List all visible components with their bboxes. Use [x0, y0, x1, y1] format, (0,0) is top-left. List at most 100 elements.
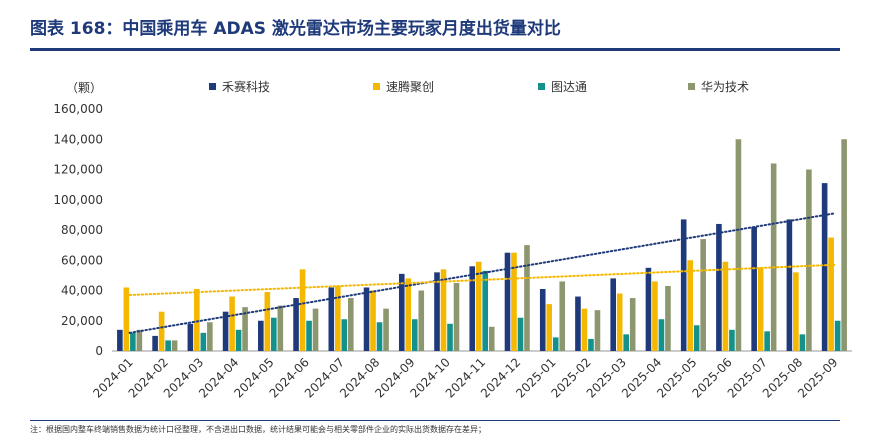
bar-hesai-2024-12 [504, 252, 511, 351]
bar-hesai-2024-10 [434, 272, 440, 351]
bar-seyond-2024-06 [306, 320, 312, 351]
bar-robosense-2025-01 [546, 304, 553, 351]
legend-swatch-seyond [538, 83, 545, 90]
bar-huawei-2024-07 [348, 298, 354, 351]
bar-hesai-2024-01 [117, 329, 123, 351]
bar-huawei-2025-05 [700, 239, 706, 351]
bar-seyond-2024-01 [130, 332, 136, 351]
bar-hesai-2024-04 [222, 311, 229, 351]
bar-seyond-2024-10 [447, 323, 453, 351]
legend-label-robosense: 速腾聚创 [386, 79, 434, 94]
bar-huawei-2025-02 [594, 310, 601, 351]
bar-hesai-2025-03 [610, 278, 616, 351]
bar-huawei-2024-04 [242, 307, 248, 351]
footer-rule [30, 420, 840, 421]
bar-robosense-2024-12 [511, 252, 517, 351]
title-rule [30, 48, 840, 51]
y-tick-label: 160,000 [53, 102, 103, 116]
bar-robosense-2025-08 [793, 272, 799, 351]
bar-hesai-2025-02 [575, 296, 581, 351]
bar-huawei-2024-02 [171, 340, 178, 351]
bar-hesai-2024-11 [469, 266, 476, 351]
bar-robosense-2024-11 [475, 261, 482, 351]
bar-seyond-2024-11 [482, 270, 489, 351]
bar-robosense-2024-01 [123, 287, 130, 351]
bar-robosense-2024-07 [335, 285, 341, 351]
bar-huawei-2024-08 [383, 308, 389, 351]
bar-robosense-2024-02 [158, 311, 165, 351]
legend-label-seyond: 图达通 [551, 80, 587, 94]
bar-robosense-2024-03 [194, 288, 200, 351]
bar-hesai-2024-06 [293, 298, 299, 351]
bar-huawei-2025-07 [770, 163, 777, 351]
bar-huawei-2024-01 [136, 329, 143, 351]
bar-huawei-2025-03 [629, 298, 636, 351]
bar-huawei-2025-01 [559, 281, 566, 351]
bar-huawei-2025-09 [841, 139, 847, 351]
legend-swatch-huawei [688, 83, 695, 90]
y-tick-label: 20,000 [61, 314, 103, 328]
bar-seyond-2025-08 [799, 334, 806, 351]
bar-huawei-2024-09 [418, 290, 425, 351]
y-tick-label: 0 [95, 344, 103, 358]
bar-huawei-2025-06 [735, 139, 742, 351]
bar-seyond-2025-05 [693, 325, 700, 351]
bar-huawei-2024-10 [453, 282, 460, 351]
bar-hesai-2025-05 [680, 219, 687, 351]
bar-huawei-2025-04 [665, 285, 671, 351]
chart: （颗） 0 20,000 40,000 60,000 80,000 100,000 120,0… [53, 79, 852, 401]
bar-robosense-2024-04 [229, 296, 235, 351]
y-tick-label: 80,000 [61, 223, 103, 237]
bar-hesai-2024-09 [398, 273, 405, 351]
bar-seyond-2025-02 [588, 338, 594, 351]
bar-hesai-2025-07 [751, 226, 757, 351]
legend-swatch-robosense [373, 83, 380, 90]
bar-robosense-2025-03 [616, 293, 623, 351]
bar-seyond-2024-12 [517, 317, 524, 351]
chart-title: 图表 168：中国乘用车 ADAS 激光雷达市场主要玩家月度出货量对比 [30, 19, 561, 39]
bar-huawei-2024-11 [488, 326, 495, 351]
y-tick-label: 100,000 [53, 193, 103, 207]
bar-robosense-2025-09 [828, 237, 834, 351]
bar-huawei-2024-05 [277, 305, 284, 352]
bar-seyond-2025-04 [658, 319, 665, 351]
bar-hesai-2024-05 [258, 320, 264, 351]
bar-seyond-2024-07 [341, 319, 348, 351]
bar-seyond-2025-06 [729, 329, 735, 351]
bar-seyond-2025-01 [552, 337, 559, 351]
bar-robosense-2024-05 [264, 292, 271, 351]
bar-huawei-2024-12 [524, 245, 530, 352]
bar-seyond-2025-07 [764, 331, 770, 351]
bar-seyond-2024-04 [235, 329, 242, 351]
bar-robosense-2025-04 [652, 281, 658, 351]
bar-seyond-2024-03 [200, 332, 207, 351]
legend-label-hesai: 禾赛科技 [222, 79, 270, 94]
bar-hesai-2025-04 [645, 267, 652, 351]
bar-hesai-2025-06 [716, 223, 722, 351]
bar-robosense-2024-06 [299, 269, 306, 351]
y-unit-label: （颗） [66, 81, 102, 95]
bar-seyond-2025-03 [623, 334, 629, 351]
bar-robosense-2025-02 [581, 308, 588, 351]
bar-huawei-2025-08 [806, 169, 812, 351]
bar-seyond-2024-05 [271, 317, 277, 351]
bar-hesai-2025-09 [821, 183, 828, 351]
bar-robosense-2024-08 [370, 290, 376, 351]
bar-robosense-2024-10 [440, 269, 447, 351]
trendline-hesai [128, 212, 836, 334]
bar-robosense-2025-05 [687, 260, 693, 351]
bar-hesai-2024-03 [187, 323, 194, 351]
trendline-robosense [128, 263, 836, 297]
bar-huawei-2024-06 [312, 308, 319, 351]
footnote: 注：根据国内整车终端销售数据为统计口径整理，不含进出口数据，统计结果可能会与相关… [30, 425, 486, 434]
y-tick-label: 40,000 [61, 284, 103, 298]
bar-seyond-2024-02 [165, 340, 171, 351]
bar-hesai-2024-07 [328, 287, 335, 351]
bar-robosense-2025-07 [757, 267, 764, 351]
bar-robosense-2025-06 [722, 261, 729, 351]
bar-hesai-2024-08 [363, 287, 370, 351]
bar-hesai-2025-08 [786, 219, 793, 351]
bar-seyond-2025-09 [834, 320, 841, 351]
bar-hesai-2024-02 [152, 335, 158, 352]
y-tick-label: 120,000 [53, 163, 103, 177]
